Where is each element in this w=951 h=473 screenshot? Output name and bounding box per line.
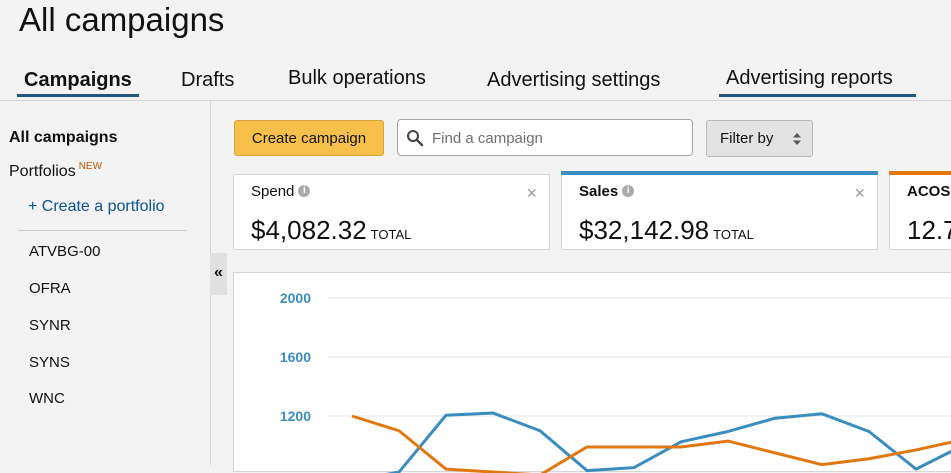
active-tab-indicator — [17, 94, 139, 97]
metric-card-acos[interactable]: ACOS 12.7 — [889, 171, 951, 250]
create-campaign-button[interactable]: Create campaign — [234, 120, 384, 156]
filter-by-label: Filter by — [720, 130, 774, 147]
create-portfolio-link[interactable]: + Create a portfolio — [28, 198, 165, 215]
search-box — [397, 119, 693, 156]
y-tick-label: 1200 — [280, 408, 311, 424]
series-line-1 — [351, 414, 951, 473]
series-line-0 — [385, 411, 951, 473]
metric-label: ACOS — [907, 183, 950, 200]
tab-advertising-reports[interactable]: Advertising reports — [726, 67, 893, 89]
info-icon[interactable]: i — [622, 185, 635, 198]
sidebar: All campaigns Portfolios NEW + Create a p… — [0, 101, 211, 465]
sidebar-item-all-campaigns[interactable]: All campaigns — [9, 129, 118, 146]
sidebar-item-portfolio[interactable]: WNC — [29, 390, 65, 407]
tab-bar: Campaigns Drafts Bulk operations Adverti… — [0, 62, 951, 100]
metric-name: Spend — [251, 183, 295, 200]
metric-name: ACOS — [907, 183, 951, 200]
collapse-sidebar-button[interactable]: « — [210, 253, 227, 295]
metric-color-bar — [889, 171, 951, 175]
close-icon[interactable]: × — [854, 183, 865, 203]
sidebar-portfolios-heading: Portfolios NEW — [9, 161, 103, 181]
tab-advertising-reports-underline — [719, 94, 916, 97]
metric-amount: $4,082.32 — [251, 215, 367, 245]
metric-total-label: TOTAL — [370, 227, 412, 242]
tab-drafts[interactable]: Drafts — [181, 69, 235, 91]
sidebar-divider — [18, 230, 187, 231]
metric-card-sales[interactable]: Sales i × $32,142.98 TOTAL — [561, 171, 878, 250]
metric-value: $32,142.98 TOTAL — [579, 215, 754, 246]
search-input[interactable] — [430, 126, 684, 150]
metric-name: Sales — [579, 183, 619, 200]
metric-amount: 12.7 — [907, 215, 951, 245]
sidebar-item-portfolio[interactable]: SYNR — [29, 317, 71, 334]
y-tick-label: 1600 — [280, 349, 311, 365]
tab-bulk-operations[interactable]: Bulk operations — [288, 67, 426, 89]
filter-by-dropdown[interactable]: Filter by — [706, 120, 813, 157]
metric-value: $4,082.32 TOTAL — [251, 215, 411, 246]
metric-card-spend[interactable]: Spend i × $4,082.32 TOTAL — [233, 174, 550, 250]
y-tick-label: 2000 — [280, 290, 311, 306]
sort-arrows-icon — [793, 133, 801, 145]
tabs-divider — [0, 100, 951, 101]
new-badge: NEW — [78, 161, 103, 172]
tab-advertising-settings[interactable]: Advertising settings — [487, 69, 661, 91]
metric-label: Sales i — [579, 183, 635, 200]
metric-value: 12.7 — [907, 215, 951, 246]
search-icon — [407, 130, 424, 147]
close-icon[interactable]: × — [526, 183, 537, 203]
page-title: All campaigns — [19, 1, 225, 38]
sidebar-item-portfolio[interactable]: ATVBG-00 — [29, 243, 101, 260]
info-icon[interactable]: i — [298, 185, 311, 198]
metric-label: Spend i — [251, 183, 311, 200]
sidebar-portfolios-label: Portfolios — [9, 163, 76, 180]
chart-panel: 2000 1600 1200 — [233, 272, 951, 473]
metric-color-bar — [561, 171, 878, 175]
sidebar-item-portfolio[interactable]: OFRA — [29, 280, 71, 297]
metric-total-label: TOTAL — [713, 227, 754, 242]
metric-amount: $32,142.98 — [579, 215, 710, 245]
sidebar-item-portfolio[interactable]: SYNS — [29, 354, 70, 371]
tab-campaigns[interactable]: Campaigns — [24, 69, 132, 91]
performance-line-chart: 2000 1600 1200 — [280, 290, 951, 473]
